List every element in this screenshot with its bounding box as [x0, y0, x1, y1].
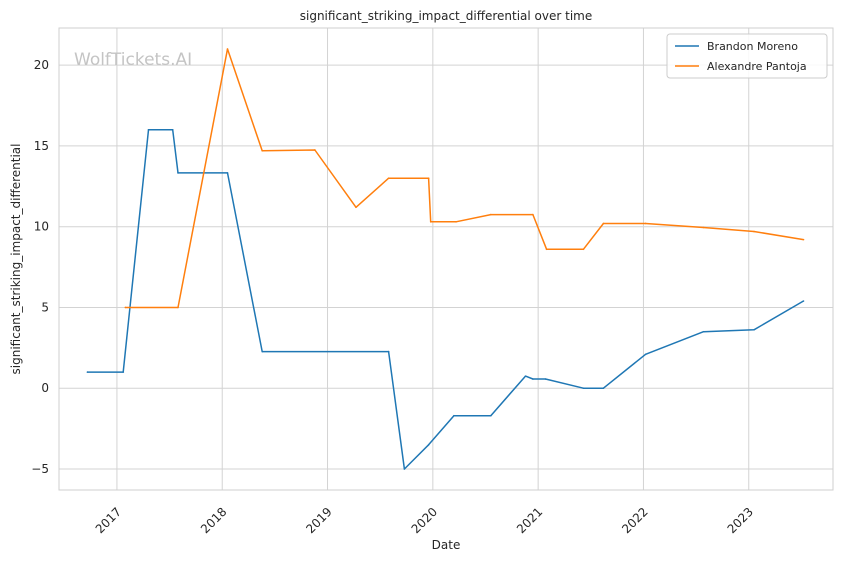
data-point — [489, 414, 492, 417]
data-point — [602, 222, 605, 225]
y-tick-label: 5 — [41, 300, 49, 314]
data-point — [524, 375, 527, 377]
data-point — [124, 306, 127, 309]
data-point — [226, 172, 229, 174]
data-point — [177, 306, 179, 309]
y-tick-label: 15 — [34, 139, 49, 153]
data-point — [602, 387, 605, 390]
data-point — [429, 221, 432, 223]
series-1 — [124, 48, 805, 309]
data-point — [171, 128, 174, 131]
legend-label: Brandon Moreno — [707, 40, 798, 53]
x-axis-label: Date — [432, 538, 461, 552]
grid — [59, 28, 833, 490]
data-point — [532, 378, 534, 380]
y-axis-ticks: −5 0 5 10 15 20 — [31, 58, 49, 476]
watermark: WolfTickets.AI — [74, 50, 192, 70]
data-point — [122, 371, 125, 373]
chart-title: significant_striking_impact_differential… — [300, 9, 592, 23]
data-point — [702, 226, 705, 229]
series-0 — [86, 128, 805, 470]
y-tick-label: 0 — [41, 381, 49, 395]
legend-label: Alexandre Pantoja — [707, 60, 807, 73]
data-point — [226, 48, 229, 50]
data-point — [387, 177, 390, 180]
data-point — [427, 177, 430, 180]
y-tick-label: 20 — [34, 58, 49, 72]
data-point — [802, 238, 805, 241]
data-point — [427, 443, 430, 446]
legend-items: Brandon Moreno Alexandre Pantoja — [675, 40, 807, 73]
data-point — [545, 248, 548, 251]
data-point — [86, 371, 89, 373]
data-point — [455, 221, 457, 223]
data-point — [261, 350, 264, 353]
data-point — [314, 149, 316, 151]
data-point — [532, 213, 534, 216]
data-point — [355, 206, 357, 209]
data-point — [802, 300, 805, 302]
data-point — [644, 353, 647, 356]
data-point — [453, 414, 455, 417]
plot-frame — [58, 27, 834, 491]
data-point — [489, 213, 492, 216]
data-point — [261, 149, 264, 152]
y-tick-label: 10 — [34, 220, 49, 234]
data-point — [387, 350, 390, 353]
data-point — [582, 387, 585, 390]
data-point — [582, 248, 585, 251]
series-layer — [86, 48, 805, 470]
plot-area — [59, 28, 833, 490]
y-axis-label: significant_striking_impact_differential — [9, 144, 23, 375]
legend: Brandon Moreno Alexandre Pantoja — [666, 33, 828, 79]
data-point — [753, 230, 755, 233]
data-point — [544, 378, 547, 380]
data-point — [147, 128, 150, 131]
data-point — [702, 330, 705, 333]
y-tick-label: −5 — [31, 462, 49, 476]
legend-box — [666, 33, 828, 79]
data-point — [177, 172, 179, 174]
data-point — [644, 222, 647, 225]
data-point — [753, 328, 755, 331]
data-point — [403, 468, 406, 470]
